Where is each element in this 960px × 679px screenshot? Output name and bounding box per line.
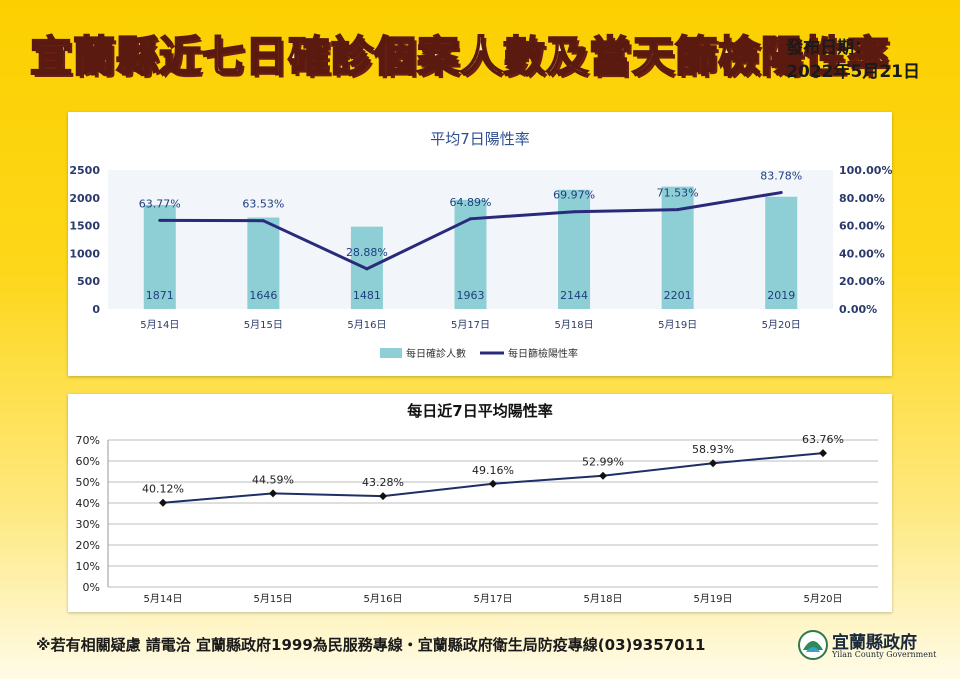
y-left-tick-label: 2500 (69, 164, 100, 177)
combo-chart-svg: 平均7日陽性率 0 500 1000 1500 2000 2500 0.00% 20.00% 40… (68, 112, 892, 376)
line-data-label: 28.88% (346, 246, 388, 259)
y-left-tick-label: 500 (77, 275, 100, 288)
line-point-marker (379, 492, 387, 501)
logo-english: Yilan County Government (832, 650, 937, 659)
x-tick-label: 5月17日 (473, 593, 512, 605)
avg-positivity-chart-panel: 每日近7日平均陽性率 0% 10% 20% 30% 40% 50% 60% 70% 40.12% 5… (68, 394, 892, 612)
x-tick-label: 5月17日 (451, 319, 490, 331)
government-emblem-icon (798, 630, 828, 660)
y-tick-label: 10% (76, 560, 100, 573)
line-point-positivity (158, 218, 162, 222)
bar-data-label: 2019 (767, 289, 795, 302)
x-tick-label: 5月18日 (583, 593, 622, 605)
y-left-tick-label: 2000 (69, 192, 100, 205)
line-data-label: 64.89% (450, 196, 492, 209)
line-point-positivity (469, 217, 472, 221)
y-right-tick-label: 80.00% (839, 192, 885, 205)
chart-title: 平均7日陽性率 (430, 130, 530, 148)
line-point-marker (489, 479, 497, 488)
y-right-tick-label: 60.00% (839, 220, 885, 233)
y-left-tick-label: 1000 (69, 247, 100, 260)
legend-label-line: 每日篩檢陽性率 (508, 347, 578, 360)
bar-daily-cases (143, 204, 176, 309)
line-point-marker (159, 498, 167, 507)
x-tick-label: 5月14日 (140, 319, 179, 331)
y-left-tick-label: 1500 (69, 220, 100, 233)
line-point-marker (709, 459, 717, 468)
logo-name: 宜蘭縣政府 (832, 633, 917, 653)
line-point-positivity (779, 191, 783, 195)
x-tick-label: 5月19日 (693, 593, 732, 605)
y-tick-label: 50% (76, 476, 100, 489)
line-data-label: 69.97% (553, 189, 595, 202)
line-data-label: 63.53% (242, 198, 284, 211)
y-tick-label: 60% (76, 455, 100, 468)
y-tick-label: 70% (76, 434, 100, 447)
line-data-label: 83.78% (760, 170, 802, 183)
publish-date-value: 2022年5月21日 (786, 62, 920, 82)
line-point-positivity (261, 219, 265, 223)
line-point-positivity (676, 208, 680, 212)
chart-title: 每日近7日平均陽性率 (407, 402, 552, 420)
footer-contact-note: ※若有相關疑慮 請電洽 宜蘭縣政府1999為民服務專線・宜蘭縣政府衛生局防疫專線… (36, 636, 706, 654)
bar-daily-cases (247, 217, 280, 309)
x-tick-label: 5月15日 (244, 319, 283, 331)
line-chart-svg: 每日近7日平均陽性率 0% 10% 20% 30% 40% 50% 60% 70% 40.12% 5… (68, 394, 892, 612)
line-point-positivity (365, 267, 369, 271)
x-tick-label: 5月19日 (658, 319, 697, 331)
x-tick-label: 5月16日 (347, 319, 386, 331)
y-right-tick-label: 100.00% (839, 164, 892, 177)
y-tick-label: 0% (83, 581, 100, 594)
line-data-label: 71.53% (657, 187, 699, 200)
y-tick-label: 20% (76, 539, 100, 552)
publish-date: 發布日期： 2022年5月21日 (786, 36, 920, 84)
page-title: 宜蘭縣近七日確診個案人數及當天篩檢陽性率 (29, 31, 891, 82)
x-tick-label: 5月14日 (143, 593, 182, 605)
bar-data-label: 1871 (146, 289, 174, 302)
y-left-tick-label: 0 (92, 303, 100, 316)
positivity-combo-chart-panel: 平均7日陽性率 0 500 1000 1500 2000 2500 0.00% 20.00% 40… (68, 112, 892, 376)
line-data-label: 40.12% (142, 483, 184, 496)
bar-data-label: 2144 (560, 289, 588, 302)
line-data-label: 58.93% (692, 443, 734, 456)
x-tick-label: 5月15日 (253, 593, 292, 605)
legend-swatch-bar (380, 348, 402, 358)
bar-data-label: 2201 (664, 289, 692, 302)
x-tick-label: 5月18日 (555, 319, 594, 331)
bar-data-label: 1646 (249, 289, 277, 302)
line-point-marker (819, 449, 827, 458)
x-tick-label: 5月20日 (762, 319, 801, 331)
y-tick-label: 40% (76, 497, 100, 510)
bar-daily-cases (765, 196, 798, 309)
y-tick-label: 30% (76, 518, 100, 531)
line-data-label: 49.16% (472, 464, 514, 477)
bar-data-label: 1481 (353, 289, 381, 302)
x-tick-label: 5月20日 (803, 593, 842, 605)
y-right-tick-label: 40.00% (839, 247, 885, 260)
line-point-marker (599, 471, 607, 480)
bar-daily-cases (558, 189, 591, 309)
y-right-tick-label: 20.00% (839, 275, 885, 288)
line-point-marker (269, 489, 277, 498)
bar-data-label: 1963 (457, 289, 485, 302)
line-data-label: 63.77% (139, 197, 181, 210)
yilan-government-logo: 宜蘭縣政府 Yilan County Government (798, 628, 938, 664)
y-right-tick-label: 0.00% (839, 303, 877, 316)
line-data-label: 43.28% (362, 476, 404, 489)
line-point-positivity (572, 210, 576, 214)
legend-label-bar: 每日確診人數 (406, 347, 466, 360)
line-data-label: 52.99% (582, 456, 624, 469)
x-tick-label: 5月16日 (363, 593, 402, 605)
line-data-label: 44.59% (252, 473, 294, 486)
line-data-label: 63.76% (802, 433, 844, 446)
publish-date-label: 發布日期： (786, 38, 872, 58)
